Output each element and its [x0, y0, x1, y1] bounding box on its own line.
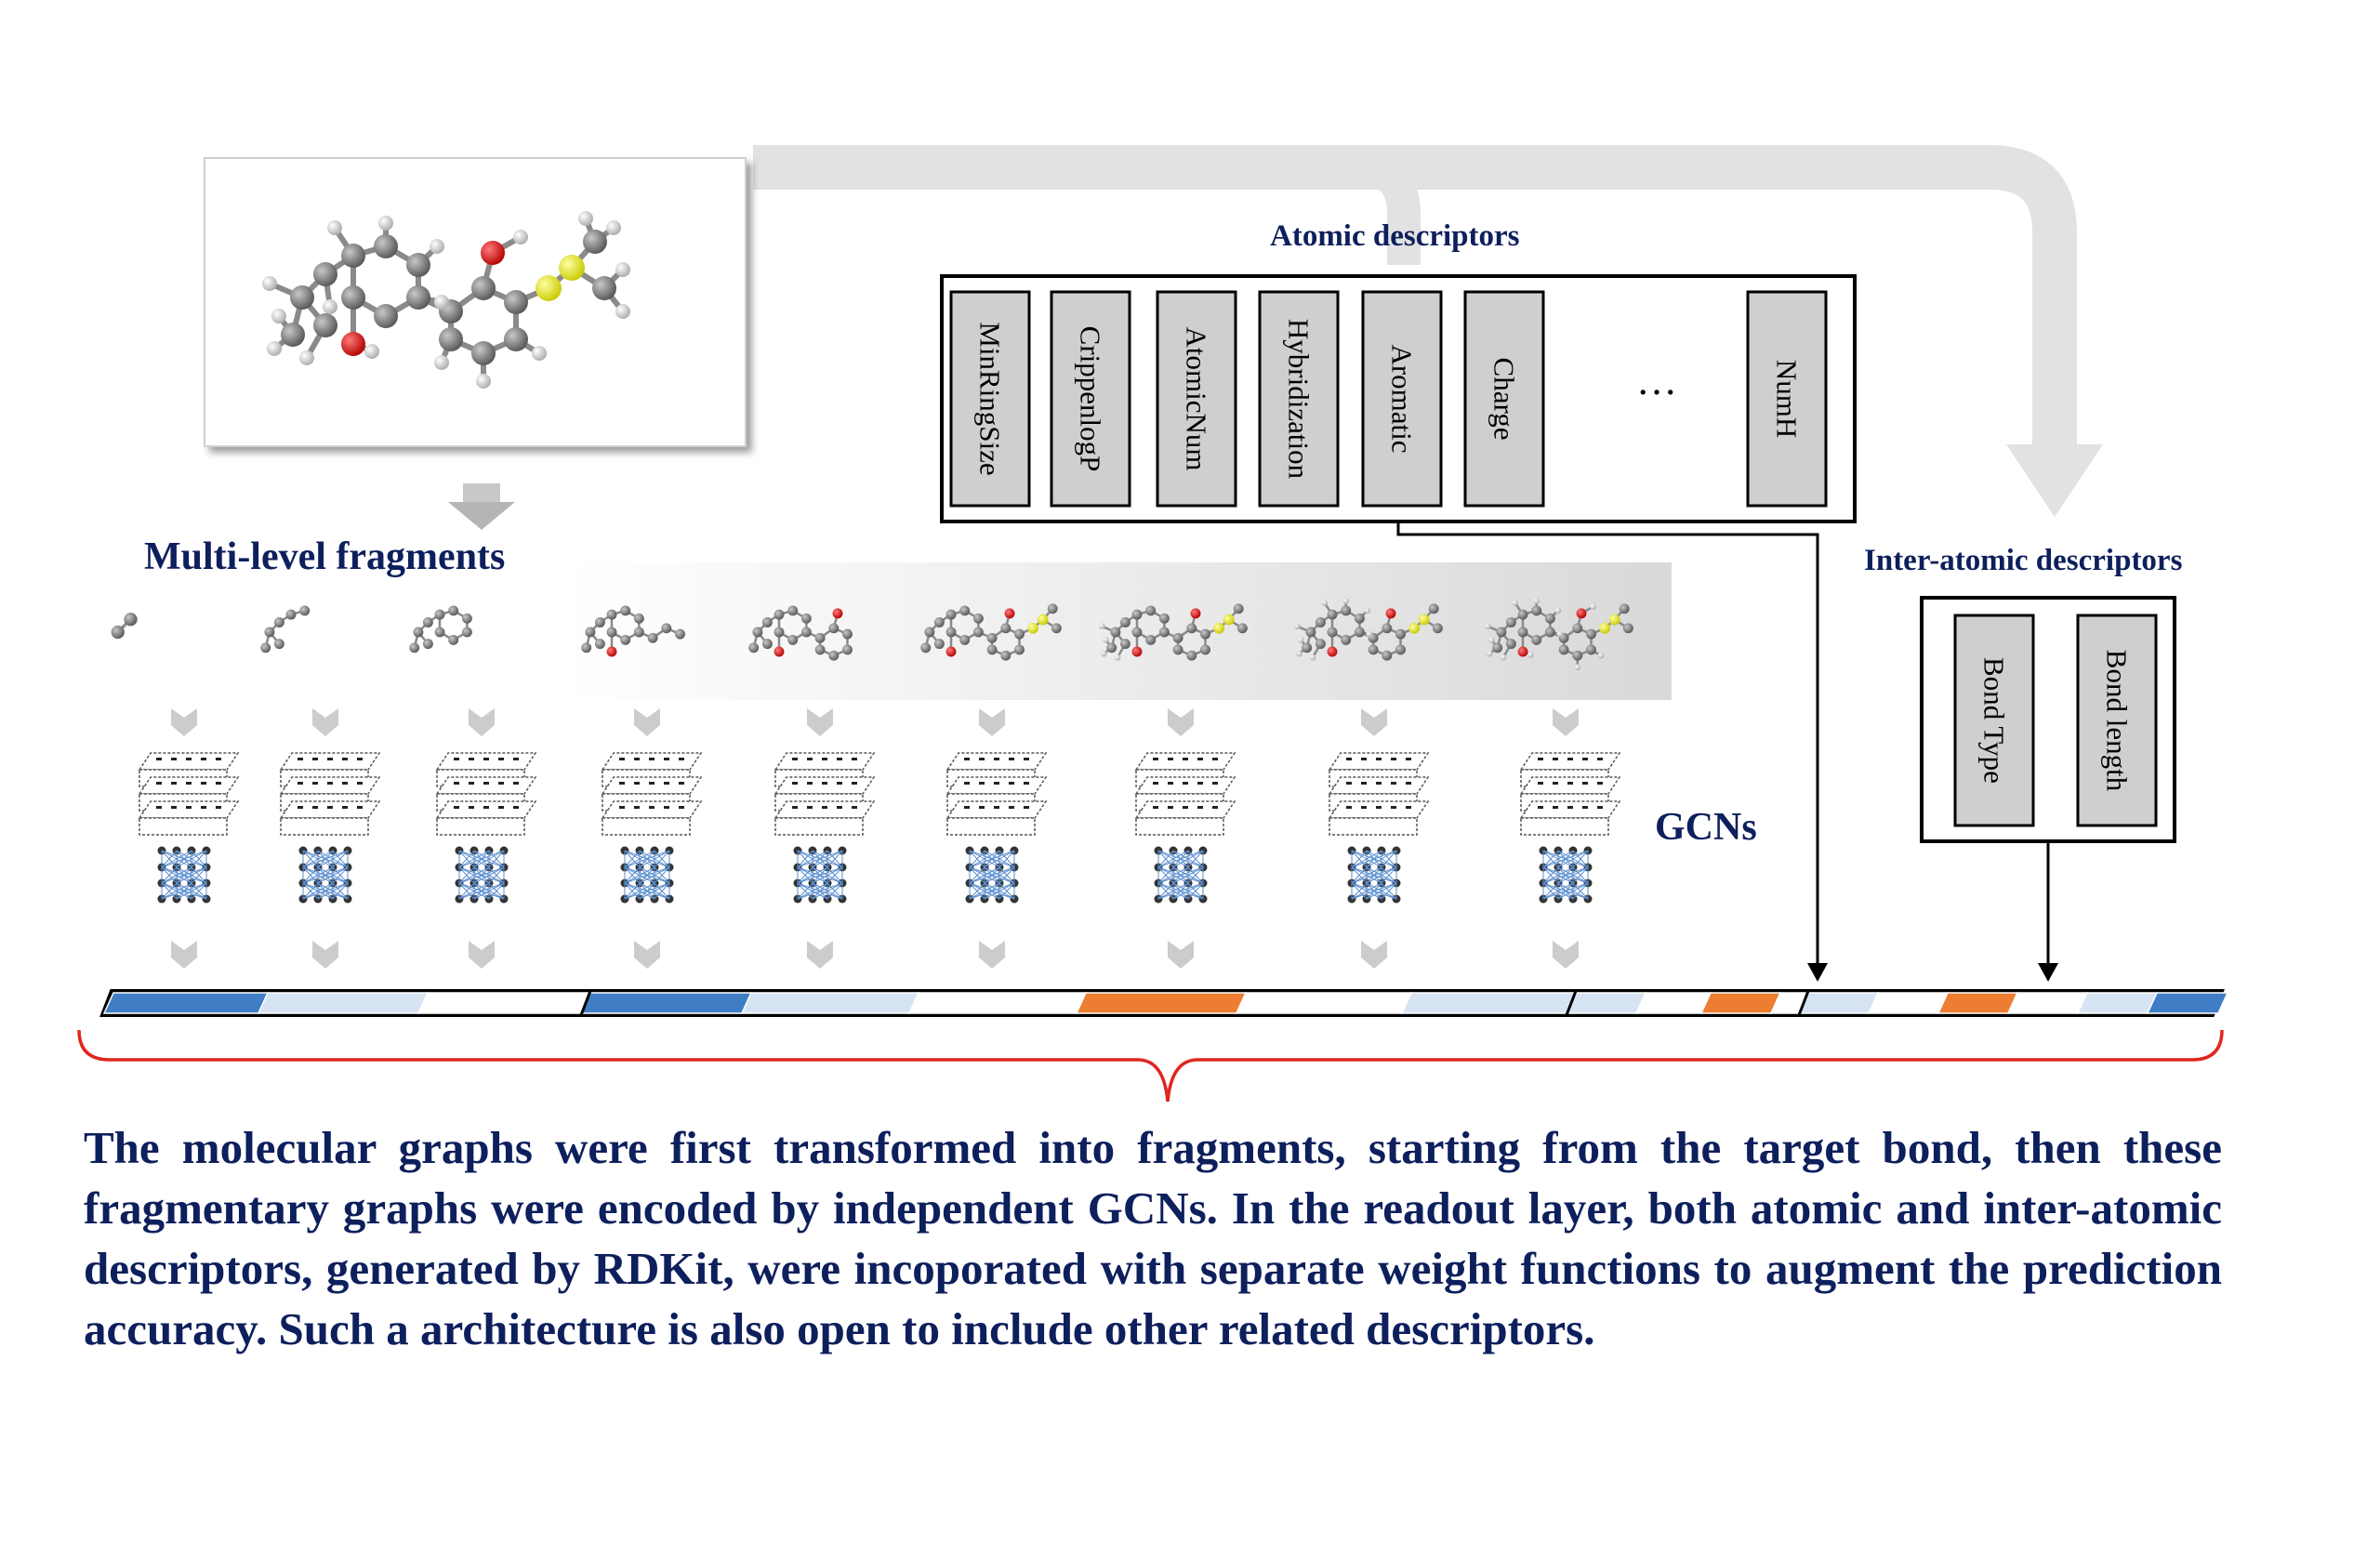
bar-segment — [1400, 992, 1578, 1014]
bar-segment — [740, 992, 920, 1014]
fragment-row — [111, 598, 1633, 671]
gcn-block-3 — [435, 708, 537, 969]
gcn-block-7 — [1134, 708, 1236, 969]
molecule-panel — [204, 157, 747, 447]
descriptor-label: CrippenlogP — [1075, 326, 1107, 472]
descriptor-cell — [949, 290, 1031, 508]
bar-segment — [579, 992, 753, 1014]
descriptor-cell — [1953, 614, 2035, 827]
bar-segment — [1235, 992, 1413, 1014]
bar-divider — [1797, 990, 1810, 1016]
multi-level-fragments-label: Multi-level fragments — [144, 535, 506, 578]
bar-segment — [1634, 992, 1712, 1014]
atomic-descriptors-box: MinRingSize CrippenlogP AtomicNum Hybridiza… — [940, 274, 1857, 523]
inter-atomic-descriptors-label: Inter-atomic descriptors — [1864, 544, 2183, 577]
bar-divider — [579, 990, 592, 1016]
descriptor-label: Charge — [1488, 358, 1521, 441]
descriptor-label: Hybridization — [1283, 319, 1316, 480]
inter-atomic-descriptors-box: Bond Type Bond length — [1920, 596, 2176, 843]
molecule-3d-structure — [262, 211, 630, 389]
bar-segment — [257, 992, 430, 1014]
descriptor-cell — [2076, 614, 2158, 827]
atomic-descriptors-label: Atomic descriptors — [1270, 219, 1520, 253]
descriptor-cell — [1258, 290, 1340, 508]
bar-segment — [907, 992, 1088, 1014]
bar-segment — [2006, 992, 2089, 1014]
fragment-1 — [111, 613, 138, 640]
descriptor-cell — [1156, 290, 1237, 508]
gcn-block-2 — [279, 708, 381, 969]
descriptor-label: AtomicNum — [1181, 327, 1213, 471]
bar-segment — [1699, 992, 1782, 1014]
fragment-7 — [1098, 603, 1248, 661]
descriptor-cell — [1463, 290, 1545, 508]
fragment-8 — [1293, 598, 1443, 661]
descriptor-label: MinRingSize — [974, 322, 1007, 475]
descriptor-cell — [1050, 290, 1131, 508]
readout-vector-bar — [99, 989, 2229, 1017]
gcn-block-5 — [774, 708, 876, 969]
figure-caption: The molecular graphs were first transfor… — [84, 1122, 2222, 1354]
descriptor-cell — [1361, 290, 1443, 508]
gcn-row — [138, 708, 1621, 969]
descriptor-label: NumH — [1771, 360, 1804, 438]
fragment-4 — [581, 605, 685, 657]
flow-arrow-to-inter-atomic — [753, 145, 2103, 517]
gcn-block-8 — [1328, 708, 1430, 969]
atomic-to-bar-arrow — [1396, 522, 1828, 982]
fragment-9 — [1484, 598, 1633, 671]
gcn-block-6 — [945, 708, 1048, 969]
descriptor-label: Bond Type — [1978, 657, 2011, 784]
fragment-6 — [920, 603, 1062, 661]
descriptor-label: Bond length — [2101, 650, 2134, 792]
bar-segment — [102, 992, 270, 1014]
gcn-block-4 — [601, 708, 703, 969]
bar-segment — [1937, 992, 2019, 1014]
bar-segment — [1797, 992, 1880, 1014]
fragment-5 — [748, 605, 853, 661]
gcn-block-9 — [1519, 708, 1621, 969]
bar-segment — [1867, 992, 1950, 1014]
fragment-2 — [260, 605, 311, 654]
descriptor-label: Aromatic — [1386, 344, 1419, 453]
bar-segment — [2076, 992, 2159, 1014]
red-brace — [77, 1029, 2224, 1103]
gcns-label: GCNs — [1655, 806, 1757, 849]
bar-segment — [1075, 992, 1248, 1014]
gcn-block-1 — [138, 708, 240, 969]
ellipsis-item: … — [1636, 358, 1677, 403]
down-arrow-icon — [448, 483, 515, 530]
bar-divider — [1565, 990, 1578, 1016]
inter-atomic-to-bar-arrow — [2038, 841, 2058, 982]
bar-segment — [416, 992, 592, 1014]
fragment-3 — [409, 605, 472, 654]
bar-segment — [2146, 992, 2229, 1014]
bar-segment — [1565, 992, 1647, 1014]
descriptor-cell — [1746, 290, 1828, 508]
